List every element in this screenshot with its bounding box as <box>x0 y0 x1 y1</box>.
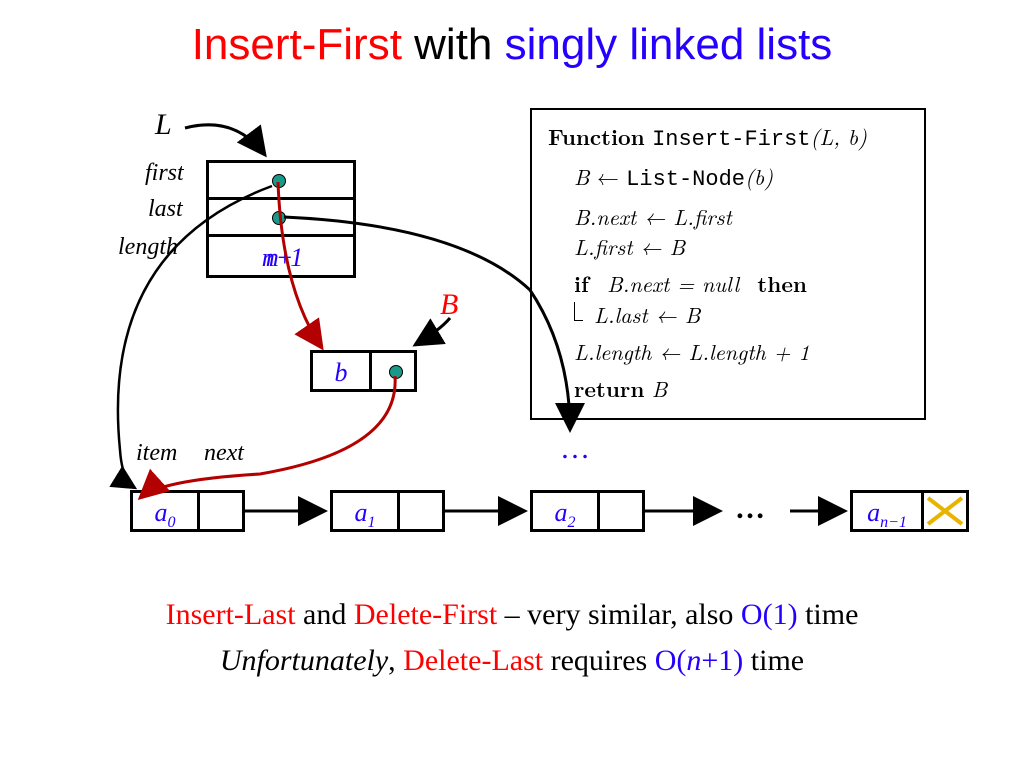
title-part-red: Insert-First <box>192 20 402 69</box>
L-label: L <box>155 108 172 142</box>
slide-title: Insert-First with singly linked lists <box>0 20 1024 70</box>
last-ptr-dot <box>272 211 286 225</box>
null-x-icon <box>924 494 966 528</box>
function-pseudocode: Function Insert-First(L, b) B ← List-Nod… <box>530 108 926 420</box>
node-a1-item: a1 <box>330 490 400 532</box>
length-value: nn+1 <box>209 243 353 273</box>
B-item-value: b <box>313 358 369 388</box>
node-a2-next <box>597 490 645 532</box>
B-node-item: b <box>310 350 372 392</box>
first-ptr-dot <box>272 174 286 188</box>
bottom-line-2: Unfortunately, Delete-Last requires O(n+… <box>0 644 1024 678</box>
an-label: an−1 <box>853 498 921 532</box>
first-label: first <box>145 160 184 187</box>
next-label: next <box>204 440 244 467</box>
B-label: B <box>440 288 458 322</box>
node-an-item: an−1 <box>850 490 924 532</box>
bottom-line-1: Insert-Last and Delete-First – very simi… <box>0 598 1024 632</box>
a0-label: a0 <box>133 498 197 532</box>
ellipsis-top: … <box>560 432 590 466</box>
node-a0-item: a0 <box>130 490 200 532</box>
title-part-black: with <box>402 20 505 69</box>
a1-label: a1 <box>333 498 397 532</box>
ellipsis-mid: … <box>735 492 765 526</box>
item-label: item <box>136 440 177 467</box>
a2-label: a2 <box>533 498 597 532</box>
node-a2-item: a2 <box>530 490 600 532</box>
L-struct-row-length: nn+1 <box>206 234 356 278</box>
last-label: last <box>148 196 183 223</box>
node-a1-next <box>397 490 445 532</box>
node-a0-next <box>197 490 245 532</box>
length-label: length <box>118 234 178 261</box>
B-next-dot <box>389 365 403 379</box>
title-part-blue: singly linked lists <box>505 20 833 69</box>
